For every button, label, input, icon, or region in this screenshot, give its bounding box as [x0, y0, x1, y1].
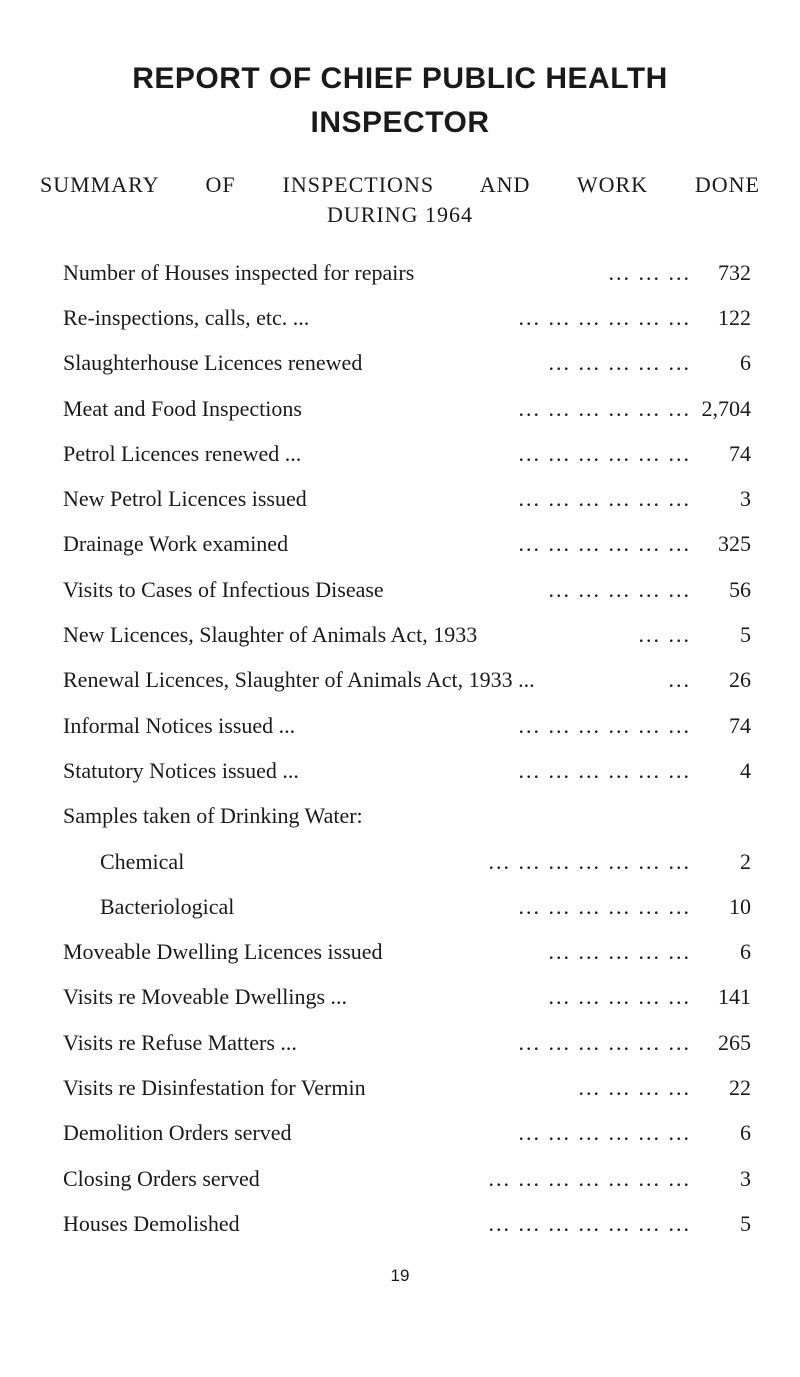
dot-leader: ... ... ... ... ... ...	[518, 395, 691, 421]
row-value: 56	[729, 576, 751, 602]
row-value: 325	[718, 531, 751, 557]
summary-row: Houses Demolished ... ... ... ... ... ...…	[63, 1201, 751, 1246]
row-value: 4	[740, 757, 751, 783]
row-label: New Licences, Slaughter of Animals Act, …	[63, 622, 478, 648]
row-value: 122	[718, 304, 751, 330]
row-label: Chemical	[100, 848, 185, 874]
row-label: Re-inspections, calls, etc. ...	[63, 304, 310, 330]
row-value: 74	[729, 440, 751, 466]
summary-row: Slaughterhouse Licences renewed ... ... .…	[63, 341, 751, 386]
dot-leader: ... ... ... ... ... ... ...	[488, 1165, 691, 1191]
summary-row: Petrol Licences renewed ... ... ... ... .…	[63, 431, 751, 476]
page-number: 19	[390, 1266, 410, 1285]
dot-leader: ... ... ... ... ... ... ...	[488, 848, 691, 874]
row-value: 2	[740, 848, 751, 874]
dot-leader: ... ... ... ... ... ...	[518, 1029, 691, 1055]
row-value: 22	[729, 1074, 751, 1100]
row-label: Demolition Orders served	[63, 1120, 292, 1146]
dot-leader: ... ... ... ... ... ...	[518, 757, 691, 783]
summary-row: Re-inspections, calls, etc. ... ... ... .…	[63, 295, 751, 340]
row-label: New Petrol Licences issued	[63, 486, 307, 512]
summary-row: New Licences, Slaughter of Animals Act, …	[63, 612, 751, 657]
row-label: Drainage Work examined	[63, 531, 289, 557]
row-label: Closing Orders served	[63, 1165, 260, 1191]
row-value: 3	[740, 1165, 751, 1191]
row-value: 6	[740, 1120, 751, 1146]
summary-row: Visits to Cases of Infectious Disease...…	[63, 567, 751, 612]
row-value: 5	[740, 622, 751, 648]
dot-leader: ...	[668, 667, 691, 693]
dot-leader: ... ... ... ... ...	[548, 939, 691, 965]
summary-row: Visits re Disinfestation for Vermin ... .…	[63, 1065, 751, 1110]
row-label: Visits to Cases of Infectious Disease	[63, 576, 384, 602]
summary-row: Statutory Notices issued ... ... ... ... …	[63, 748, 751, 793]
row-label: Meat and Food Inspections	[63, 395, 302, 421]
row-label: Houses Demolished	[63, 1210, 240, 1236]
dot-leader: ... ... ... ...	[578, 1074, 691, 1100]
summary-row: Meat and Food Inspections ... ... ... ...…	[63, 386, 751, 431]
row-value: 10	[729, 893, 751, 919]
row-label: Petrol Licences renewed ...	[63, 440, 302, 466]
row-label: Bacteriological	[100, 893, 235, 919]
dot-leader: ... ... ... ... ...	[548, 984, 691, 1010]
row-value: 732	[718, 259, 751, 285]
row-label: Visits re Disinfestation for Vermin	[63, 1074, 366, 1100]
summary-subtitle-line2: DURING 1964	[326, 202, 474, 227]
inspection-summary-list: Number of Houses inspected for repairs..…	[63, 250, 751, 1247]
row-label: Informal Notices issued ...	[63, 712, 296, 738]
row-value: 141	[718, 984, 751, 1010]
summary-row: Number of Houses inspected for repairs..…	[63, 250, 751, 295]
report-title-line2: INSPECTOR	[310, 106, 490, 139]
dot-leader: ... ... ... ... ... ... ...	[488, 1210, 691, 1236]
row-label: Visits re Refuse Matters ...	[63, 1029, 297, 1055]
summary-row: Chemical ... ... ... ... ... ... ... 2	[63, 839, 751, 884]
dot-leader: ... ... ... ... ... ...	[518, 440, 691, 466]
report-title-line1: REPORT OF CHIEF PUBLIC HEALTH	[132, 62, 668, 95]
row-value: 6	[740, 350, 751, 376]
summary-row: Visits re Moveable Dwellings ... ... ... …	[63, 975, 751, 1020]
row-value: 3	[740, 486, 751, 512]
row-value: 74	[729, 712, 751, 738]
dot-leader: ... ... ... ... ... ...	[518, 1120, 691, 1146]
row-label: Renewal Licences, Slaughter of Animals A…	[63, 667, 535, 693]
summary-row: New Petrol Licences issued ... ... ... ..…	[63, 476, 751, 521]
summary-row: Informal Notices issued ... ... ... ... .…	[63, 703, 751, 748]
row-value: 265	[718, 1029, 751, 1055]
row-value: 6	[740, 939, 751, 965]
row-label: Samples taken of Drinking Water:	[63, 803, 363, 829]
summary-row: Bacteriological ... ... ... ... ... ... 10	[63, 884, 751, 929]
summary-row: Moveable Dwelling Licences issued ... ...…	[63, 929, 751, 974]
summary-row: Visits re Refuse Matters ... ... ... ... …	[63, 1020, 751, 1065]
row-value: 2,704	[701, 395, 752, 421]
summary-subtitle-line1: SUMMARY OF INSPECTIONS AND WORK DONE	[40, 172, 760, 197]
dot-leader: ... ... ... ... ... ...	[518, 486, 691, 512]
dot-leader: ... ... ... ... ...	[548, 576, 691, 602]
dot-leader: ... ... ... ... ... ...	[518, 893, 691, 919]
row-label: Statutory Notices issued ...	[63, 757, 299, 783]
row-value: 26	[729, 667, 751, 693]
summary-row: Closing Orders served ... ... ... ... ...…	[63, 1156, 751, 1201]
row-label: Number of Houses inspected for repairs	[63, 259, 415, 285]
summary-row: Demolition Orders served ... ... ... ... …	[63, 1111, 751, 1156]
row-label: Visits re Moveable Dwellings ...	[63, 984, 348, 1010]
row-label: Slaughterhouse Licences renewed	[63, 350, 363, 376]
dot-leader: ... ... ... ... ...	[548, 350, 691, 376]
dot-leader: ... ... ... ... ... ...	[518, 712, 691, 738]
summary-row: Renewal Licences, Slaughter of Animals A…	[63, 658, 751, 703]
dot-leader: ... ... ... ... ... ...	[518, 304, 691, 330]
summary-row: Drainage Work examined ... ... ... ... ..…	[63, 522, 751, 567]
summary-row: Samples taken of Drinking Water:	[63, 794, 751, 839]
row-label: Moveable Dwelling Licences issued	[63, 939, 383, 965]
dot-leader: ... ... ... ... ... ...	[518, 531, 691, 557]
row-value: 5	[740, 1210, 751, 1236]
dot-leader: ... ...	[638, 622, 691, 648]
dot-leader: ... ... ...	[608, 259, 691, 285]
